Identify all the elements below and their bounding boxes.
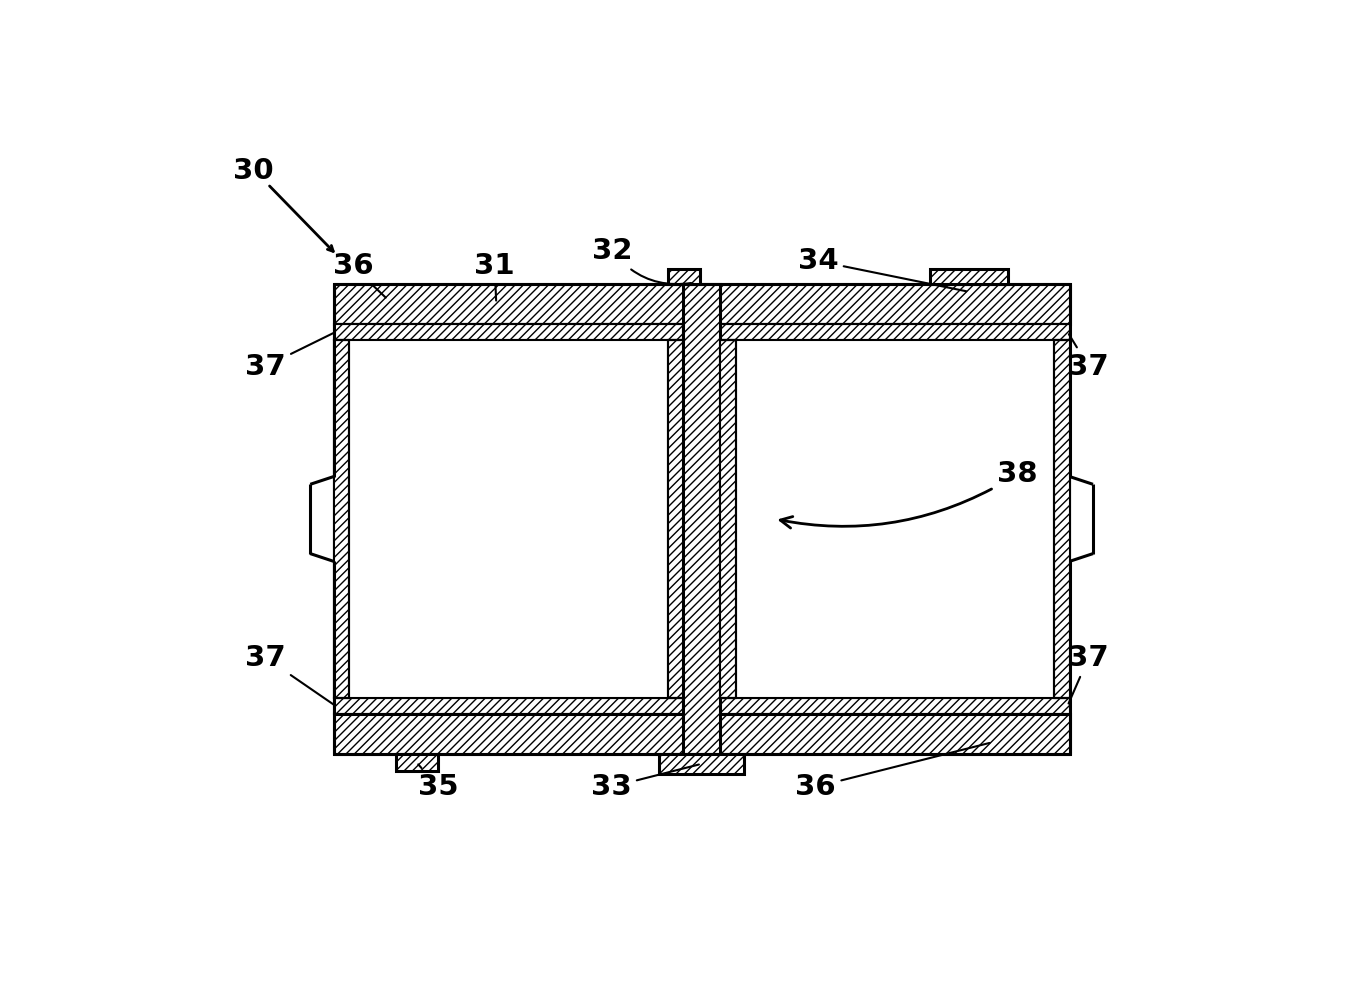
Bar [736, 340, 1055, 699]
Bar [333, 699, 683, 713]
Bar [333, 340, 348, 699]
Text: 37: 37 [1068, 334, 1109, 380]
Bar [930, 269, 1008, 285]
Text: 37: 37 [245, 333, 333, 380]
Text: 32: 32 [593, 237, 691, 285]
Bar [683, 285, 720, 754]
Bar [348, 340, 668, 699]
Bar [720, 699, 1070, 713]
Bar [668, 340, 683, 699]
Text: 33: 33 [590, 765, 699, 801]
Bar [1055, 340, 1070, 699]
Bar [333, 340, 683, 699]
Text: 34: 34 [798, 247, 966, 291]
Text: 37: 37 [1068, 643, 1109, 703]
Bar [333, 285, 1070, 324]
Text: 30: 30 [232, 157, 273, 185]
Bar [668, 269, 701, 285]
Text: 36: 36 [795, 743, 989, 801]
Bar [720, 340, 736, 699]
Bar [396, 754, 438, 771]
Text: 35: 35 [418, 765, 459, 801]
Bar [333, 324, 683, 340]
Bar [658, 754, 744, 774]
Text: 38: 38 [780, 460, 1037, 528]
Text: 36: 36 [332, 252, 385, 297]
Bar [720, 324, 1070, 340]
Bar [333, 713, 1070, 754]
Bar [720, 340, 1070, 699]
Text: 31: 31 [474, 252, 515, 300]
Text: 37: 37 [245, 643, 333, 704]
